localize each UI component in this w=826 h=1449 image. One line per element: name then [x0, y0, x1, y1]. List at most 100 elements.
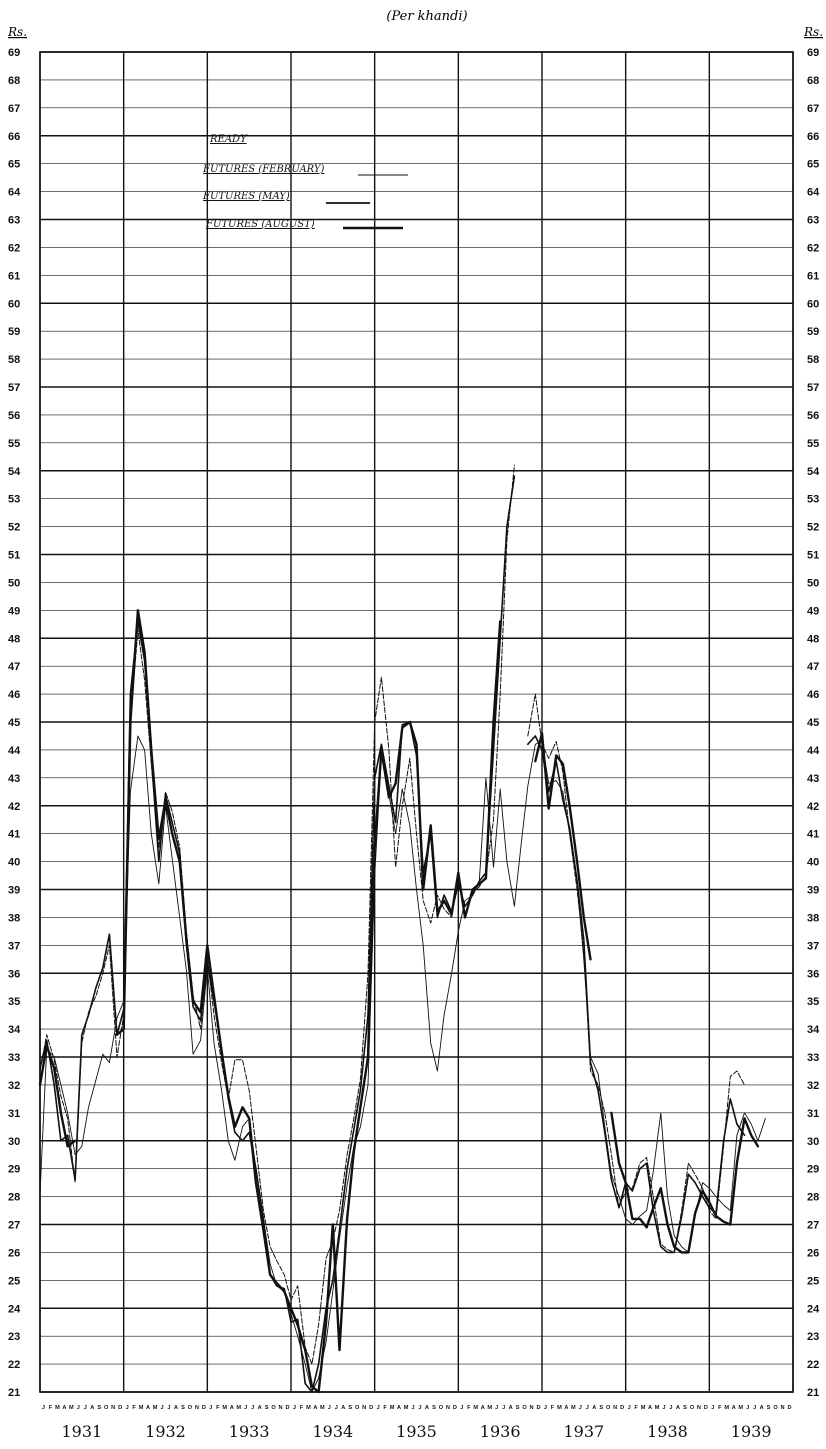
month-label-1935-4: A: [397, 1405, 401, 1411]
month-label-1938-5: M: [655, 1405, 660, 1411]
y-tick-left-37: 37: [8, 940, 20, 952]
month-label-1935-12: D: [453, 1405, 457, 1411]
month-label-1931-12: D: [118, 1405, 122, 1411]
month-label-1939-2: F: [718, 1405, 722, 1411]
month-label-1939-6: J: [746, 1405, 749, 1411]
year-label-1932: 1932: [145, 1422, 186, 1441]
month-label-1939-3: M: [724, 1405, 729, 1411]
month-label-1937-8: A: [592, 1405, 596, 1411]
month-label-1931-8: A: [90, 1405, 94, 1411]
month-label-1932-10: O: [188, 1405, 193, 1411]
y-tick-left-33: 33: [8, 1052, 20, 1064]
month-label-1934-2: F: [300, 1405, 304, 1411]
y-tick-left-39: 39: [8, 885, 20, 897]
month-label-1939-10: O: [773, 1405, 778, 1411]
month-label-1939-5: M: [738, 1405, 743, 1411]
month-label-1932-11: N: [195, 1405, 199, 1411]
month-label-1933-12: D: [285, 1405, 289, 1411]
series: [38, 464, 766, 1394]
month-label-1931-3: M: [55, 1405, 60, 1411]
month-label-1936-7: J: [502, 1405, 505, 1411]
y-tick-left-34: 34: [8, 1024, 21, 1036]
month-label-1937-4: A: [564, 1405, 568, 1411]
month-label-1935-1: J: [377, 1405, 380, 1411]
y-tick-right-55: 55: [807, 438, 819, 450]
y-tick-left-45: 45: [8, 717, 20, 729]
month-label-1938-10: O: [690, 1405, 695, 1411]
y-tick-right-68: 68: [807, 75, 819, 87]
y-tick-left-23: 23: [8, 1331, 20, 1343]
month-label-1934-5: M: [320, 1405, 325, 1411]
month-label-1939-9: S: [767, 1405, 771, 1411]
month-label-1932-8: A: [174, 1405, 178, 1411]
y-tick-right-57: 57: [807, 382, 819, 394]
y-tick-right-25: 25: [807, 1275, 819, 1287]
y-tick-right-35: 35: [807, 996, 819, 1008]
y-tick-left-63: 63: [8, 215, 20, 227]
year-label-1934: 1934: [312, 1422, 353, 1441]
y-tick-left-58: 58: [8, 354, 20, 366]
month-label-1934-1: J: [293, 1405, 296, 1411]
y-tick-left-46: 46: [8, 689, 20, 701]
month-label-1933-5: M: [236, 1405, 241, 1411]
y-tick-left-57: 57: [8, 382, 20, 394]
y-tick-right-60: 60: [807, 298, 819, 310]
y-tick-right-51: 51: [807, 550, 819, 562]
unit-label-right: Rs.: [803, 25, 823, 39]
month-label-1933-10: O: [271, 1405, 276, 1411]
y-tick-right-24: 24: [807, 1303, 820, 1315]
year-label-1936: 1936: [480, 1422, 521, 1441]
month-label-1931-5: M: [69, 1405, 74, 1411]
y-tick-right-28: 28: [807, 1192, 819, 1204]
series-line-ready-1: [39, 735, 766, 1393]
y-tick-left-53: 53: [8, 494, 20, 506]
month-label-1936-8: A: [509, 1405, 513, 1411]
month-label-1938-1: J: [628, 1405, 631, 1411]
y-tick-left-25: 25: [8, 1275, 20, 1287]
month-label-1932-5: M: [153, 1405, 158, 1411]
grid: [39, 51, 794, 1393]
year-label-1937: 1937: [563, 1422, 604, 1441]
y-tick-left-49: 49: [8, 605, 20, 617]
month-label-1931-1: J: [42, 1405, 45, 1411]
plot-frame: [39, 51, 794, 1393]
month-label-1934-10: O: [355, 1405, 360, 1411]
y-tick-right-46: 46: [807, 689, 819, 701]
y-tick-left-22: 22: [8, 1359, 20, 1371]
month-label-1937-3: M: [557, 1405, 562, 1411]
month-label-1936-4: A: [481, 1405, 485, 1411]
y-tick-right-38: 38: [807, 912, 819, 924]
y-tick-left-48: 48: [8, 633, 20, 645]
month-label-1934-11: N: [362, 1405, 366, 1411]
y-tick-left-56: 56: [8, 410, 20, 422]
y-tick-left-61: 61: [8, 270, 20, 282]
y-tick-left-26: 26: [8, 1247, 20, 1259]
chart-title: (Per khandi): [386, 9, 467, 24]
month-label-1936-12: D: [536, 1405, 540, 1411]
month-label-1936-6: J: [495, 1405, 498, 1411]
y-tick-right-31: 31: [807, 1108, 819, 1120]
month-label-1934-7: J: [335, 1405, 338, 1411]
y-tick-right-66: 66: [807, 131, 819, 143]
month-label-1932-7: J: [167, 1405, 170, 1411]
y-tick-left-40: 40: [8, 857, 20, 869]
y-tick-right-41: 41: [807, 829, 819, 841]
legend-label-futures-august: FUTURES (AUGUST): [205, 219, 315, 230]
month-label-1938-7: J: [669, 1405, 672, 1411]
month-label-1936-1: J: [460, 1405, 463, 1411]
y-tick-right-56: 56: [807, 410, 819, 422]
y-tick-right-52: 52: [807, 522, 819, 534]
month-label-1938-9: S: [683, 1405, 687, 1411]
series-line-futures-may-1: [39, 475, 516, 1393]
year-label-1939: 1939: [731, 1422, 772, 1441]
year-label-1935: 1935: [396, 1422, 437, 1441]
y-tick-right-22: 22: [807, 1359, 819, 1371]
month-label-1938-6: J: [662, 1405, 665, 1411]
legend-label-futures-february: FUTURES (FEBRUARY): [202, 164, 325, 175]
month-label-1936-2: F: [467, 1405, 471, 1411]
y-tick-left-35: 35: [8, 996, 20, 1008]
month-label-1939-4: A: [732, 1405, 736, 1411]
month-label-1934-4: A: [313, 1405, 317, 1411]
y-tick-right-44: 44: [807, 745, 820, 757]
year-label-1933: 1933: [229, 1422, 270, 1441]
